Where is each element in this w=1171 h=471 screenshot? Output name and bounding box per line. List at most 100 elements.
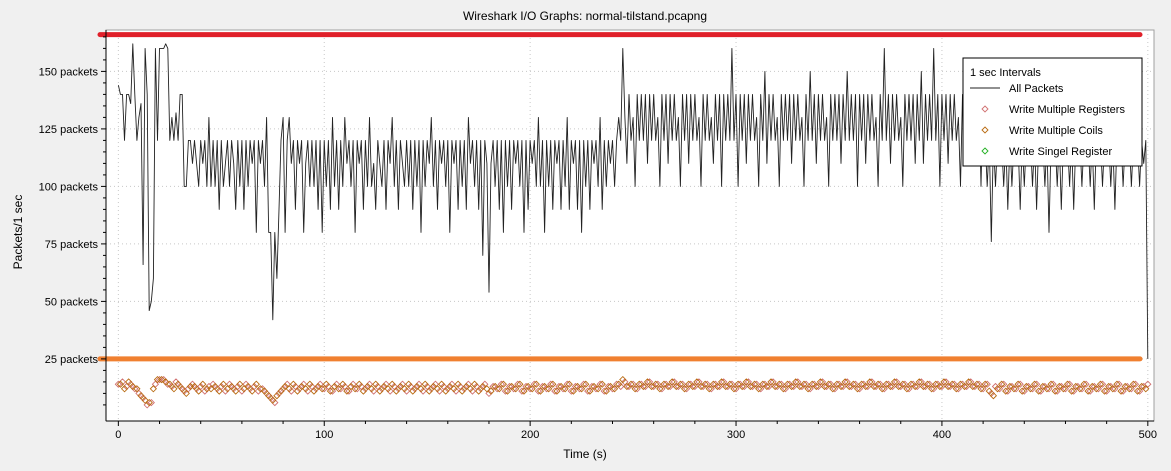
data-point	[367, 385, 376, 393]
data-point	[656, 385, 664, 393]
data-point	[1006, 382, 1014, 391]
data-point	[217, 382, 225, 391]
data-point	[726, 380, 734, 388]
data-point	[816, 378, 825, 386]
data-point	[215, 387, 223, 395]
data-point	[878, 385, 886, 393]
data-point	[339, 380, 347, 388]
data-point	[965, 378, 973, 386]
data-point	[713, 382, 722, 391]
data-point	[318, 385, 326, 393]
data-point	[936, 382, 944, 391]
data-point	[475, 387, 483, 395]
data-point	[1002, 387, 1010, 395]
data-point	[386, 387, 394, 395]
data-point	[781, 385, 790, 393]
data-point	[435, 387, 444, 395]
data-point	[341, 382, 349, 391]
data-point	[742, 378, 750, 386]
legend[interactable]: 1 sec Intervals All Packets Write Multipl…	[962, 57, 1143, 167]
data-point	[973, 380, 981, 388]
data-point	[1020, 387, 1028, 395]
data-point	[938, 382, 946, 391]
data-point	[1115, 380, 1123, 388]
data-point	[516, 380, 524, 388]
legend-label: All Packets	[1009, 83, 1064, 95]
data-point	[493, 385, 501, 393]
data-point	[857, 380, 866, 388]
data-point	[606, 382, 615, 391]
y-tick-label: 100 packets	[39, 181, 99, 193]
data-point	[149, 385, 157, 393]
data-point	[370, 387, 378, 395]
data-point	[1125, 385, 1133, 393]
data-point	[985, 387, 993, 395]
data-point	[582, 380, 590, 388]
data-point	[615, 380, 623, 388]
data-point	[466, 385, 475, 393]
data-point	[1059, 385, 1068, 393]
data-point	[989, 392, 998, 400]
data-point	[567, 387, 575, 395]
data-point	[487, 387, 495, 395]
data-point	[930, 385, 938, 393]
data-point	[1022, 382, 1030, 391]
data-point	[507, 382, 516, 391]
data-point	[874, 380, 882, 388]
data-point	[442, 387, 450, 395]
data-point	[617, 382, 625, 391]
data-point	[1033, 380, 1041, 388]
data-point	[855, 385, 864, 393]
data-point	[273, 392, 281, 400]
data-point	[1035, 387, 1043, 395]
data-point	[1072, 382, 1080, 391]
data-point	[948, 380, 956, 388]
data-point	[639, 382, 648, 391]
data-point	[590, 382, 598, 391]
data-point	[302, 385, 310, 393]
data-point	[351, 385, 359, 393]
data-point	[409, 387, 417, 395]
data-point	[178, 385, 186, 393]
data-point	[890, 378, 899, 386]
data-point	[1014, 380, 1022, 388]
data-point	[580, 380, 588, 388]
data-point	[876, 380, 884, 388]
data-point	[629, 380, 637, 388]
data-point	[814, 382, 823, 391]
data-point	[818, 378, 827, 386]
data-point	[1092, 385, 1100, 393]
data-point	[703, 380, 711, 388]
data-point	[707, 385, 715, 393]
data-point	[1144, 380, 1152, 388]
data-point	[522, 382, 530, 391]
data-point	[392, 387, 400, 395]
data-point	[289, 380, 297, 388]
data-point	[654, 380, 662, 388]
data-point	[777, 380, 785, 388]
data-point	[219, 380, 227, 388]
data-point	[545, 385, 553, 393]
data-point	[1043, 385, 1051, 393]
data-point	[281, 382, 289, 391]
data-point	[359, 387, 368, 395]
data-point	[709, 380, 718, 388]
data-point	[1121, 382, 1129, 391]
x-tick-label: 100	[315, 429, 333, 441]
data-point	[866, 378, 874, 386]
data-point	[417, 385, 425, 393]
legend-label: Write Multiple Registers	[1009, 104, 1125, 116]
y-tick-label: 25 packets	[45, 354, 99, 366]
data-point	[1103, 387, 1111, 395]
data-point	[794, 378, 802, 386]
data-point	[310, 387, 318, 395]
data-point	[839, 382, 847, 391]
data-point	[738, 382, 746, 391]
data-point	[1086, 387, 1094, 395]
data-point	[660, 380, 668, 388]
data-point	[330, 382, 339, 391]
data-point	[717, 378, 726, 386]
data-point	[265, 392, 273, 400]
data-point	[534, 387, 543, 395]
data-point	[553, 387, 561, 395]
